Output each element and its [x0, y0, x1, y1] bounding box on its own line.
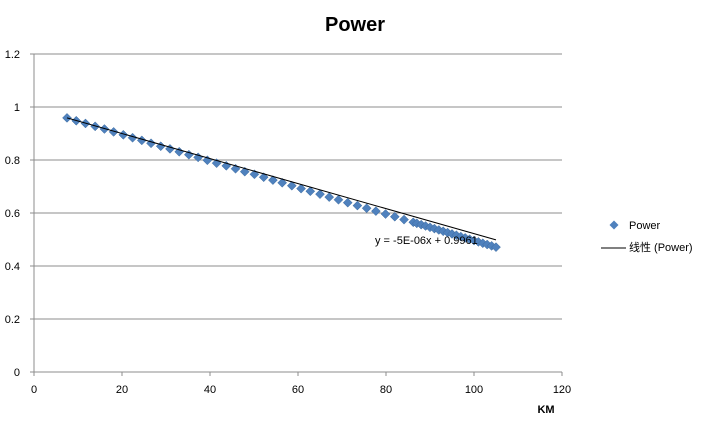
data-point — [352, 200, 363, 211]
data-point — [268, 175, 278, 185]
data-point — [380, 209, 391, 219]
data-point — [296, 183, 306, 194]
x-tick-label: 0 — [31, 384, 37, 396]
trendline-equation: y = -5E-06x + 0.9961 — [375, 235, 478, 247]
data-point — [361, 203, 372, 214]
y-tick-label: 1 — [14, 102, 20, 114]
data-point — [324, 192, 335, 202]
data-point — [371, 206, 381, 216]
data-point — [286, 180, 297, 191]
data-point — [389, 211, 400, 222]
y-tick-label: 0.2 — [5, 314, 20, 326]
gridlines — [30, 53, 562, 373]
chart-title: Power — [325, 14, 385, 36]
legend: Power 线性 (Power) — [601, 220, 693, 254]
x-tick-label: 120 — [553, 384, 571, 396]
x-tick-label: 20 — [116, 384, 128, 396]
axes — [33, 54, 563, 376]
x-tick-label: 100 — [465, 384, 483, 396]
x-tick-labels: 0 20 40 60 80 100 120 — [31, 384, 571, 396]
trendline — [66, 117, 497, 241]
legend-label-power: Power — [629, 220, 661, 232]
x-axis-label: KM — [537, 404, 554, 416]
data-point — [305, 186, 316, 197]
legend-marker-power — [609, 220, 619, 230]
data-point — [399, 214, 409, 225]
data-point — [258, 172, 269, 183]
data-point — [342, 197, 353, 208]
legend-label-trendline: 线性 (Power) — [629, 240, 693, 254]
data-point — [277, 177, 288, 188]
x-tick-label: 60 — [292, 384, 304, 396]
y-tick-labels: 0 0.2 0.4 0.6 0.8 1 1.2 — [5, 49, 20, 379]
power-series — [62, 113, 501, 253]
data-point — [315, 189, 325, 200]
data-point — [491, 242, 501, 253]
x-tick-label: 80 — [380, 384, 392, 396]
data-point — [146, 138, 156, 149]
x-tick-label: 40 — [204, 384, 216, 396]
y-tick-label: 0.6 — [5, 208, 20, 220]
data-point — [155, 141, 166, 152]
y-tick-label: 1.2 — [5, 49, 20, 61]
y-tick-label: 0.4 — [5, 261, 20, 273]
y-tick-label: 0.8 — [5, 155, 20, 167]
data-point — [333, 194, 344, 205]
y-tick-label: 0 — [14, 367, 20, 379]
trendline-group — [66, 117, 497, 241]
data-point — [165, 144, 175, 154]
